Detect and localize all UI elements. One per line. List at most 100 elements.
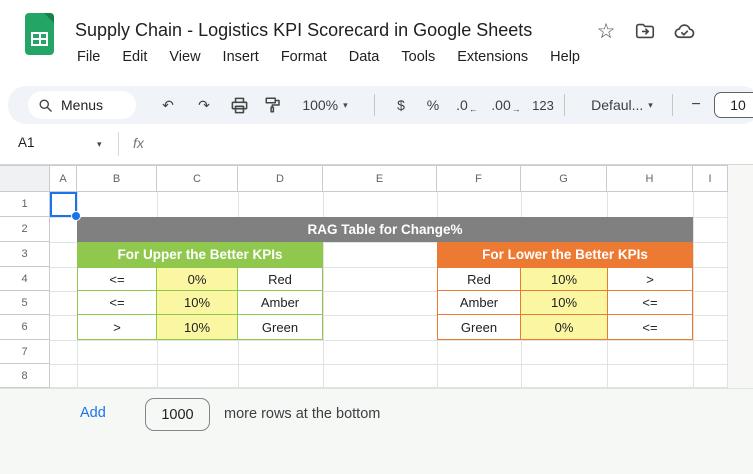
toolbar: Menus ↶ ↷ 100% ▾ $ % .0 [8,86,753,124]
column-header-g[interactable]: G [521,166,607,191]
spreadsheet-grid[interactable]: RAG Table for Change% For Upper the Bett… [50,192,728,388]
name-box[interactable]: A1 [18,135,35,150]
menus-label: Menus [61,97,104,113]
menu-data[interactable]: Data [348,49,380,65]
menu-view[interactable]: View [169,49,201,65]
cloud-status-button[interactable] [672,19,696,43]
format-percent-button[interactable]: % [418,92,448,118]
cell-h6[interactable]: <= [607,314,693,340]
percent-icon: % [426,97,440,113]
titlebar-actions: ☆ [594,19,696,43]
column-header-b[interactable]: B [77,166,157,191]
row-header-4[interactable]: 4 [0,267,50,291]
rows-count-input[interactable] [145,398,210,431]
row-header-1[interactable]: 1 [0,192,50,217]
column-header-h[interactable]: H [607,166,693,191]
column-header-i[interactable]: I [693,166,728,191]
menu-file[interactable]: File [77,49,101,65]
cell-b4[interactable]: <= [77,267,157,291]
decrease-decimal-button[interactable]: .0 ← [450,92,484,118]
decrease-font-size-button[interactable]: − [682,92,710,118]
lower-better-header-cell[interactable]: For Lower the Better KPIs [437,242,693,267]
cell-g4[interactable]: 10% [520,267,608,291]
cell-d6[interactable]: Green [237,314,323,340]
undo-icon: ↶ [162,96,174,113]
print-button[interactable] [224,92,254,118]
menu-extensions[interactable]: Extensions [457,49,529,65]
upper-better-header-cell[interactable]: For Upper the Better KPIs [77,242,323,267]
selected-cell-a1[interactable] [50,192,81,221]
rag-table-title-cell[interactable]: RAG Table for Change% [77,217,693,242]
menus-search-button[interactable]: Menus [28,91,136,119]
toolbar-divider [374,94,375,116]
column-header-c[interactable]: C [157,166,238,191]
menu-tools[interactable]: Tools [401,49,436,65]
row-header-7[interactable]: 7 [0,340,50,364]
logo-grid-icon [31,32,48,46]
cell-b5[interactable]: <= [77,290,157,315]
star-icon: ☆ [596,19,616,43]
cell-c5[interactable]: 10% [156,290,238,315]
redo-button[interactable]: ↷ [190,92,218,118]
menu-bar: File Edit View Insert Format Data Tools … [66,47,591,67]
minus-icon: − [691,96,701,113]
formula-bar: A1 ▾ fx [0,124,753,165]
cell-b6[interactable]: > [77,314,157,340]
cell-h4[interactable]: > [607,267,693,291]
font-family-select[interactable]: Defaul... ▾ [574,92,670,118]
column-header-strip: A B C D E F G H I [0,165,728,192]
row-header-8[interactable]: 8 [0,364,50,388]
cell-d4[interactable]: Red [237,267,323,291]
more-formats-button[interactable]: 123 [526,92,560,118]
rows-suffix-label: more rows at the bottom [224,406,381,422]
cell-d5[interactable]: Amber [237,290,323,315]
document-title[interactable]: Supply Chain - Logistics KPI Scorecard i… [75,20,533,40]
row-header-6[interactable]: 6 [0,315,50,340]
column-header-a[interactable]: A [50,166,77,191]
chevron-down-icon: ▾ [648,99,653,110]
fill-handle[interactable] [71,211,81,221]
more-formats-icon: 123 [532,97,554,113]
cell-c6[interactable]: 10% [156,314,238,340]
cell-f4[interactable]: Red [437,267,521,291]
font-size-input[interactable]: 10 [714,92,753,118]
move-to-folder-button[interactable] [633,19,657,43]
font-family-value: Defaul... [591,97,644,113]
row-header-5[interactable]: 5 [0,291,50,315]
menu-insert[interactable]: Insert [222,49,259,65]
add-rows-button[interactable]: Add [80,405,106,421]
redo-icon: ↷ [198,96,210,113]
cell-g6[interactable]: 0% [520,314,608,340]
cell-c4[interactable]: 0% [156,267,238,291]
paint-format-icon [265,97,280,113]
increase-decimal-button[interactable]: .00 → [487,92,525,118]
menu-edit[interactable]: Edit [122,49,148,65]
menu-format[interactable]: Format [280,49,327,65]
formula-bar-divider [118,132,119,156]
fx-icon: fx [133,135,144,151]
column-header-d[interactable]: D [238,166,323,191]
paint-format-button[interactable] [258,92,288,118]
cell-f6[interactable]: Green [437,314,521,340]
row-header-3[interactable]: 3 [0,242,50,267]
cell-h5[interactable]: <= [607,290,693,315]
decrease-decimal-arrow-icon: ← [468,104,478,114]
column-header-e[interactable]: E [323,166,437,191]
zoom-select[interactable]: 100% ▾ [292,92,358,118]
undo-button[interactable]: ↶ [154,92,182,118]
menu-help[interactable]: Help [550,49,580,65]
move-to-folder-icon [635,23,655,39]
sheets-logo[interactable] [25,13,54,55]
select-all-corner[interactable] [0,166,50,191]
chevron-down-icon[interactable]: ▾ [97,139,102,149]
print-icon [231,97,247,113]
star-button[interactable]: ☆ [594,19,618,43]
cell-g5[interactable]: 10% [520,290,608,315]
font-size-value: 10 [730,97,746,113]
add-rows-bar: Add more rows at the bottom [0,388,753,474]
format-currency-button[interactable]: $ [386,92,416,118]
cell-f5[interactable]: Amber [437,290,521,315]
row-header-2[interactable]: 2 [0,217,50,242]
column-header-f[interactable]: F [437,166,521,191]
